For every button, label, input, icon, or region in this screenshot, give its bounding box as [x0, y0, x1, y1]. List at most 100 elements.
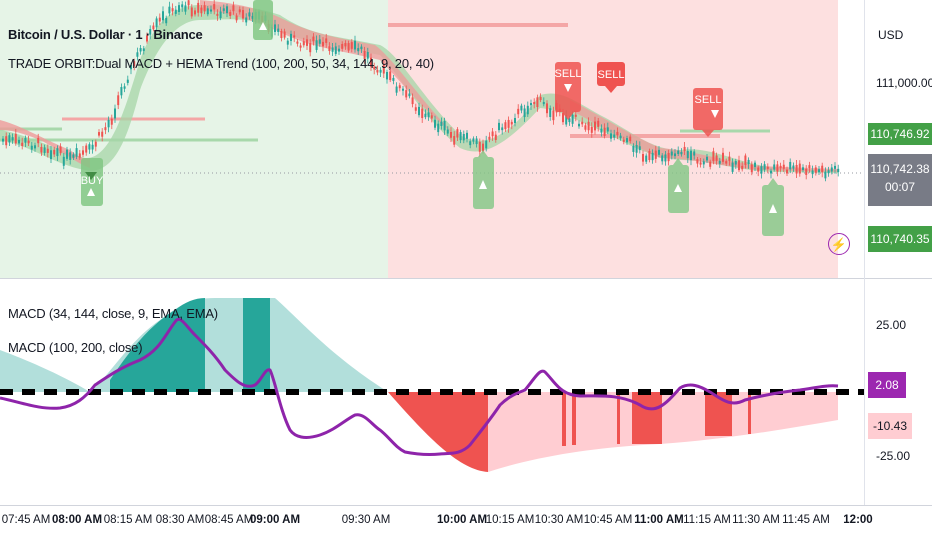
candle-body	[578, 123, 580, 127]
candle-body	[347, 43, 350, 51]
long-marker[interactable]	[473, 150, 494, 209]
candle-body	[757, 167, 760, 172]
candle-body	[296, 41, 299, 44]
macd-legend-2[interactable]: MACD (100, 200, close)	[8, 340, 143, 355]
candle-body	[139, 48, 142, 52]
candle-body	[203, 5, 206, 12]
candle-body	[789, 161, 792, 170]
candle-body	[302, 41, 305, 46]
candle-body	[123, 86, 126, 89]
candle-body	[158, 17, 161, 22]
candle-body	[184, 5, 187, 12]
candle-body	[277, 28, 280, 32]
candle-body	[632, 145, 635, 152]
signal-value-tag: -10.43	[868, 413, 912, 439]
candle-body	[222, 8, 225, 11]
candle-body	[430, 115, 433, 119]
macd-histogram-bear	[705, 392, 732, 436]
candle-body	[434, 119, 436, 128]
price-level-label: 111,000.00	[876, 76, 932, 90]
macd-legend-1[interactable]: MACD (34, 144, close, 9, EMA, EMA)	[8, 306, 218, 321]
candle-body	[802, 167, 804, 171]
down-arrow-icon	[711, 110, 719, 118]
candle-body	[411, 97, 414, 105]
time-axis-label: 10:00 AM	[436, 514, 488, 526]
candle-body	[194, 10, 196, 15]
candle-body	[763, 164, 766, 170]
sell-signal-marker[interactable]: SELL	[555, 62, 582, 120]
candle-body	[325, 38, 328, 43]
up-arrow-icon	[259, 22, 267, 30]
candle-body	[741, 165, 744, 170]
hema-bear-ribbon	[0, 120, 90, 168]
candle-body	[398, 85, 401, 89]
candle-body	[350, 42, 353, 49]
candle-body	[712, 151, 715, 162]
candle-body	[290, 33, 292, 41]
candle-body	[526, 105, 529, 115]
candle-body	[616, 131, 619, 136]
candle-body	[658, 149, 660, 155]
candle-body	[680, 152, 683, 155]
candle-body	[331, 47, 334, 52]
candle-body	[661, 155, 664, 162]
candle-body	[536, 97, 539, 108]
candle-body	[59, 146, 62, 154]
candle-body	[837, 168, 840, 173]
candle-body	[622, 139, 625, 142]
candle-body	[811, 170, 814, 175]
candle-body	[146, 35, 148, 42]
buy-signal-marker[interactable]: BUY	[81, 158, 104, 206]
sell-label: SELL	[695, 94, 722, 106]
candle-body	[667, 152, 670, 162]
macd-histogram-area	[0, 350, 90, 392]
candle-body	[760, 166, 763, 174]
candle-body	[152, 25, 155, 30]
long-marker[interactable]	[762, 178, 784, 236]
candle-body	[286, 40, 289, 45]
candle-body	[229, 12, 232, 17]
time-axis-label: 11:15 AM	[683, 514, 731, 526]
indicator-legend[interactable]: TRADE ORBIT:Dual MACD + HEMA Trend (100,…	[8, 56, 434, 71]
symbol-title[interactable]: Bitcoin / U.S. Dollar · 1 · Binance	[8, 27, 203, 42]
candle-body	[418, 106, 420, 116]
candle-body	[549, 108, 552, 117]
candle-body	[808, 165, 811, 169]
candle-body	[334, 46, 337, 54]
candle-body	[283, 31, 286, 38]
candle-body	[376, 70, 379, 73]
long-marker[interactable]	[253, 0, 273, 40]
candle-body	[693, 151, 696, 156]
candle-body	[251, 15, 254, 19]
candle-body	[136, 52, 139, 57]
candle-body	[603, 127, 606, 136]
currency-label[interactable]: USD	[878, 28, 904, 42]
candle-body	[338, 48, 340, 52]
candle-body	[78, 153, 81, 158]
candle-body	[546, 103, 548, 114]
lightning-icon[interactable]: ⚡	[828, 233, 850, 255]
candle-body	[517, 108, 520, 115]
candle-body	[315, 40, 318, 50]
candle-body	[440, 121, 443, 127]
bar-countdown: 00:07	[884, 180, 916, 194]
macd-histogram-bear	[632, 392, 662, 444]
candle-body	[162, 11, 164, 21]
candle-body	[174, 9, 177, 14]
candle-body	[414, 107, 417, 111]
macd-axis-bottom: -25.00	[876, 449, 911, 463]
sell-signal-marker[interactable]: SELL	[597, 62, 625, 93]
time-axis-label: 10:45 AM	[583, 514, 633, 526]
sell-signal-marker[interactable]: SELL	[693, 88, 723, 137]
candle-body	[11, 137, 14, 141]
candle-body	[62, 156, 65, 166]
candle-body	[197, 2, 200, 13]
up-arrow-icon	[479, 180, 487, 189]
time-axis-label: 11:00 AM	[634, 514, 684, 526]
candle-body	[344, 43, 347, 47]
candle-body	[754, 162, 756, 167]
candle-body	[510, 121, 513, 125]
candle-body	[69, 152, 72, 160]
long-marker[interactable]	[668, 158, 689, 213]
